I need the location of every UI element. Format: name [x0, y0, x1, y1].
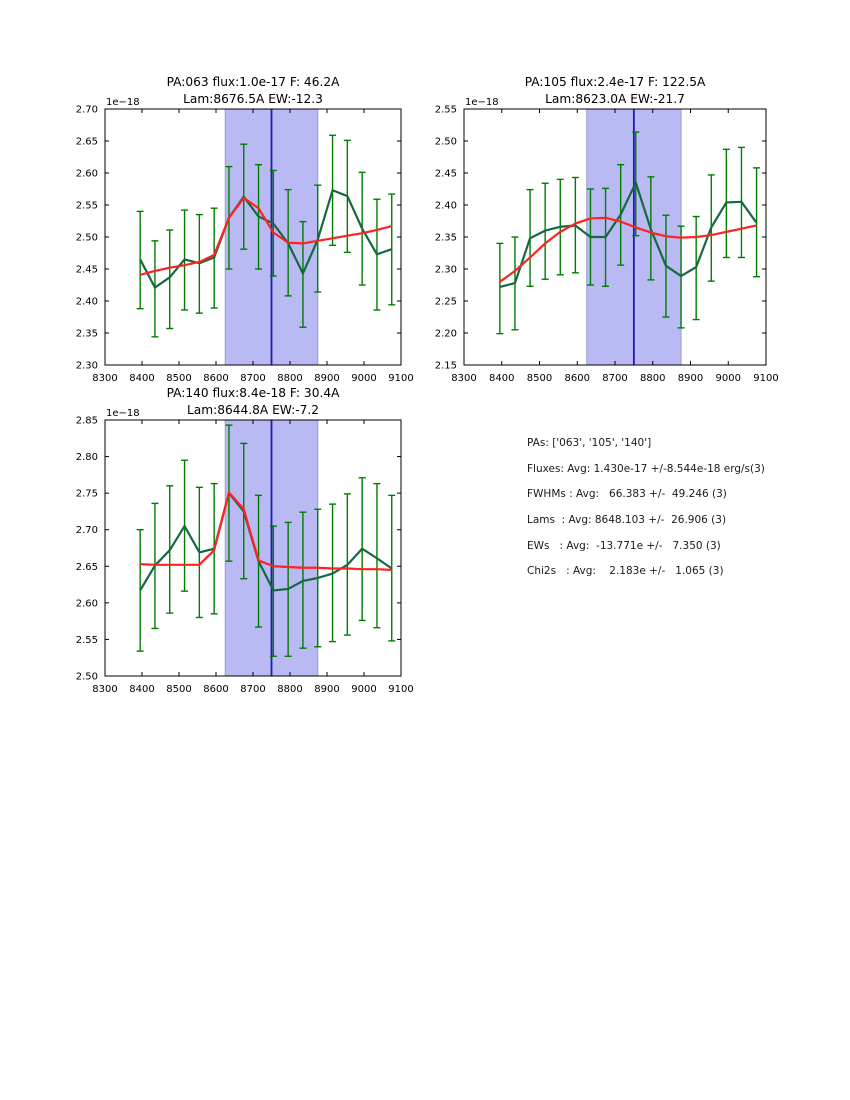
y-tick-label: 2.70 [76, 525, 98, 536]
y-tick-label: 2.45 [435, 169, 457, 180]
stats-line-lams: Lams : Avg: 8648.103 +/- 26.906 (3) [527, 514, 727, 527]
x-tick-label: 8700 [240, 373, 265, 384]
plot-title: PA:140 flux:8.4e-18 F: 30.4A [167, 386, 340, 400]
y-tick-label: 2.55 [76, 201, 98, 212]
stats-line-fluxes: Fluxes: Avg: 1.430e-17 +/-8.544e-18 erg/… [527, 462, 765, 475]
x-tick-label: 8300 [451, 373, 476, 384]
x-axis [463, 109, 767, 365]
plot-pa105: 8300 8400 8500 8600 8700 8800 8900 9000 9100 2.15… [435, 75, 779, 384]
x-tick-label: 8700 [240, 684, 265, 695]
stats-line-ews: EWs : Avg: -13.771e +/- 7.350 (3) [527, 539, 721, 552]
x-tick-label: 8500 [166, 684, 191, 695]
y-offset-label: 1e−18 [465, 97, 499, 108]
y-tick-label: 2.45 [76, 265, 98, 276]
y-tick-label: 2.80 [76, 452, 98, 463]
plot-subtitle: Lam:8623.0A EW:-21.7 [545, 92, 685, 106]
x-tick-label: 8400 [489, 373, 514, 384]
x-tick-label: 9100 [753, 373, 778, 384]
y-tick-label: 2.50 [76, 672, 98, 683]
y-tick-label: 2.40 [76, 297, 98, 308]
x-axis [104, 420, 402, 676]
y-tick-label: 2.35 [435, 233, 457, 244]
data-line [499, 181, 758, 288]
y-tick-label: 2.65 [76, 137, 98, 148]
stats-line-fwhms: FWHMs : Avg: 66.383 +/- 49.246 (3) [527, 488, 727, 501]
y-tick-label: 2.30 [76, 361, 98, 372]
x-tick-label: 9100 [388, 684, 413, 695]
x-tick-label: 8900 [314, 684, 339, 695]
y-tick-label: 2.20 [435, 329, 457, 340]
x-tick-label: 8400 [129, 373, 154, 384]
x-tick-label: 8800 [277, 373, 302, 384]
y-tick-label: 2.50 [76, 233, 98, 244]
x-tick-label: 8900 [314, 373, 339, 384]
fit-line [140, 491, 392, 572]
plot-title: PA:063 flux:1.0e-17 F: 46.2A [167, 75, 340, 89]
data-line [139, 492, 393, 592]
x-tick-label: 8900 [678, 373, 703, 384]
y-tick-label: 2.40 [435, 201, 457, 212]
y-tick-label: 2.25 [435, 297, 457, 308]
plot-pa063: 8300 8400 8500 8600 8700 8800 8900 9000 9100 2.30… [76, 75, 414, 384]
plot-title: PA:105 flux:2.4e-17 F: 122.5A [525, 75, 706, 89]
fit-line [499, 216, 757, 283]
x-tick-label: 9100 [388, 373, 413, 384]
x-tick-label: 8600 [203, 373, 228, 384]
x-axis [104, 109, 402, 365]
x-tick-label: 8400 [129, 684, 154, 695]
x-tick-label: 8600 [203, 684, 228, 695]
y-tick-label: 2.55 [76, 635, 98, 646]
y-axis [105, 419, 401, 677]
y-tick-label: 2.60 [76, 598, 98, 609]
x-tick-label: 8700 [602, 373, 627, 384]
y-tick-label: 2.15 [435, 361, 457, 372]
y-tick-label: 2.85 [76, 416, 98, 427]
x-tick-label: 8500 [527, 373, 552, 384]
plot-subtitle: Lam:8676.5A EW:-12.3 [183, 92, 323, 106]
y-tick-label: 2.75 [76, 489, 98, 500]
x-tick-label: 8800 [277, 684, 302, 695]
y-tick-label: 2.30 [435, 265, 457, 276]
plot-subtitle: Lam:8644.8A EW:-7.2 [187, 403, 319, 417]
x-tick-label: 8300 [92, 373, 117, 384]
x-tick-label: 8300 [92, 684, 117, 695]
x-tick-label: 9000 [351, 684, 376, 695]
x-tick-label: 9000 [351, 373, 376, 384]
plot-pa140: 8300 8400 8500 8600 8700 8800 8900 9000 9100 2.50… [76, 386, 414, 695]
x-tick-label: 8800 [640, 373, 665, 384]
stats-panel: PAs: ['063', '105', '140'] Fluxes: Avg: … [527, 431, 765, 585]
stats-line-pas: PAs: ['063', '105', '140'] [527, 437, 652, 449]
fit-line [139, 196, 393, 276]
y-axis [105, 108, 401, 366]
y-tick-label: 2.35 [76, 329, 98, 340]
x-tick-label: 9000 [716, 373, 741, 384]
y-tick-label: 2.70 [76, 105, 98, 116]
y-offset-label: 1e−18 [106, 97, 140, 108]
y-tick-label: 2.50 [435, 137, 457, 148]
stats-line-chi2s: Chi2s : Avg: 2.183e +/- 1.065 (3) [527, 565, 724, 578]
x-tick-label: 8500 [166, 373, 191, 384]
x-tick-label: 8600 [565, 373, 590, 384]
y-tick-label: 2.55 [435, 105, 457, 116]
y-axis [464, 108, 766, 366]
y-offset-label: 1e−18 [106, 408, 140, 419]
y-tick-label: 2.60 [76, 169, 98, 180]
y-tick-label: 2.65 [76, 562, 98, 573]
